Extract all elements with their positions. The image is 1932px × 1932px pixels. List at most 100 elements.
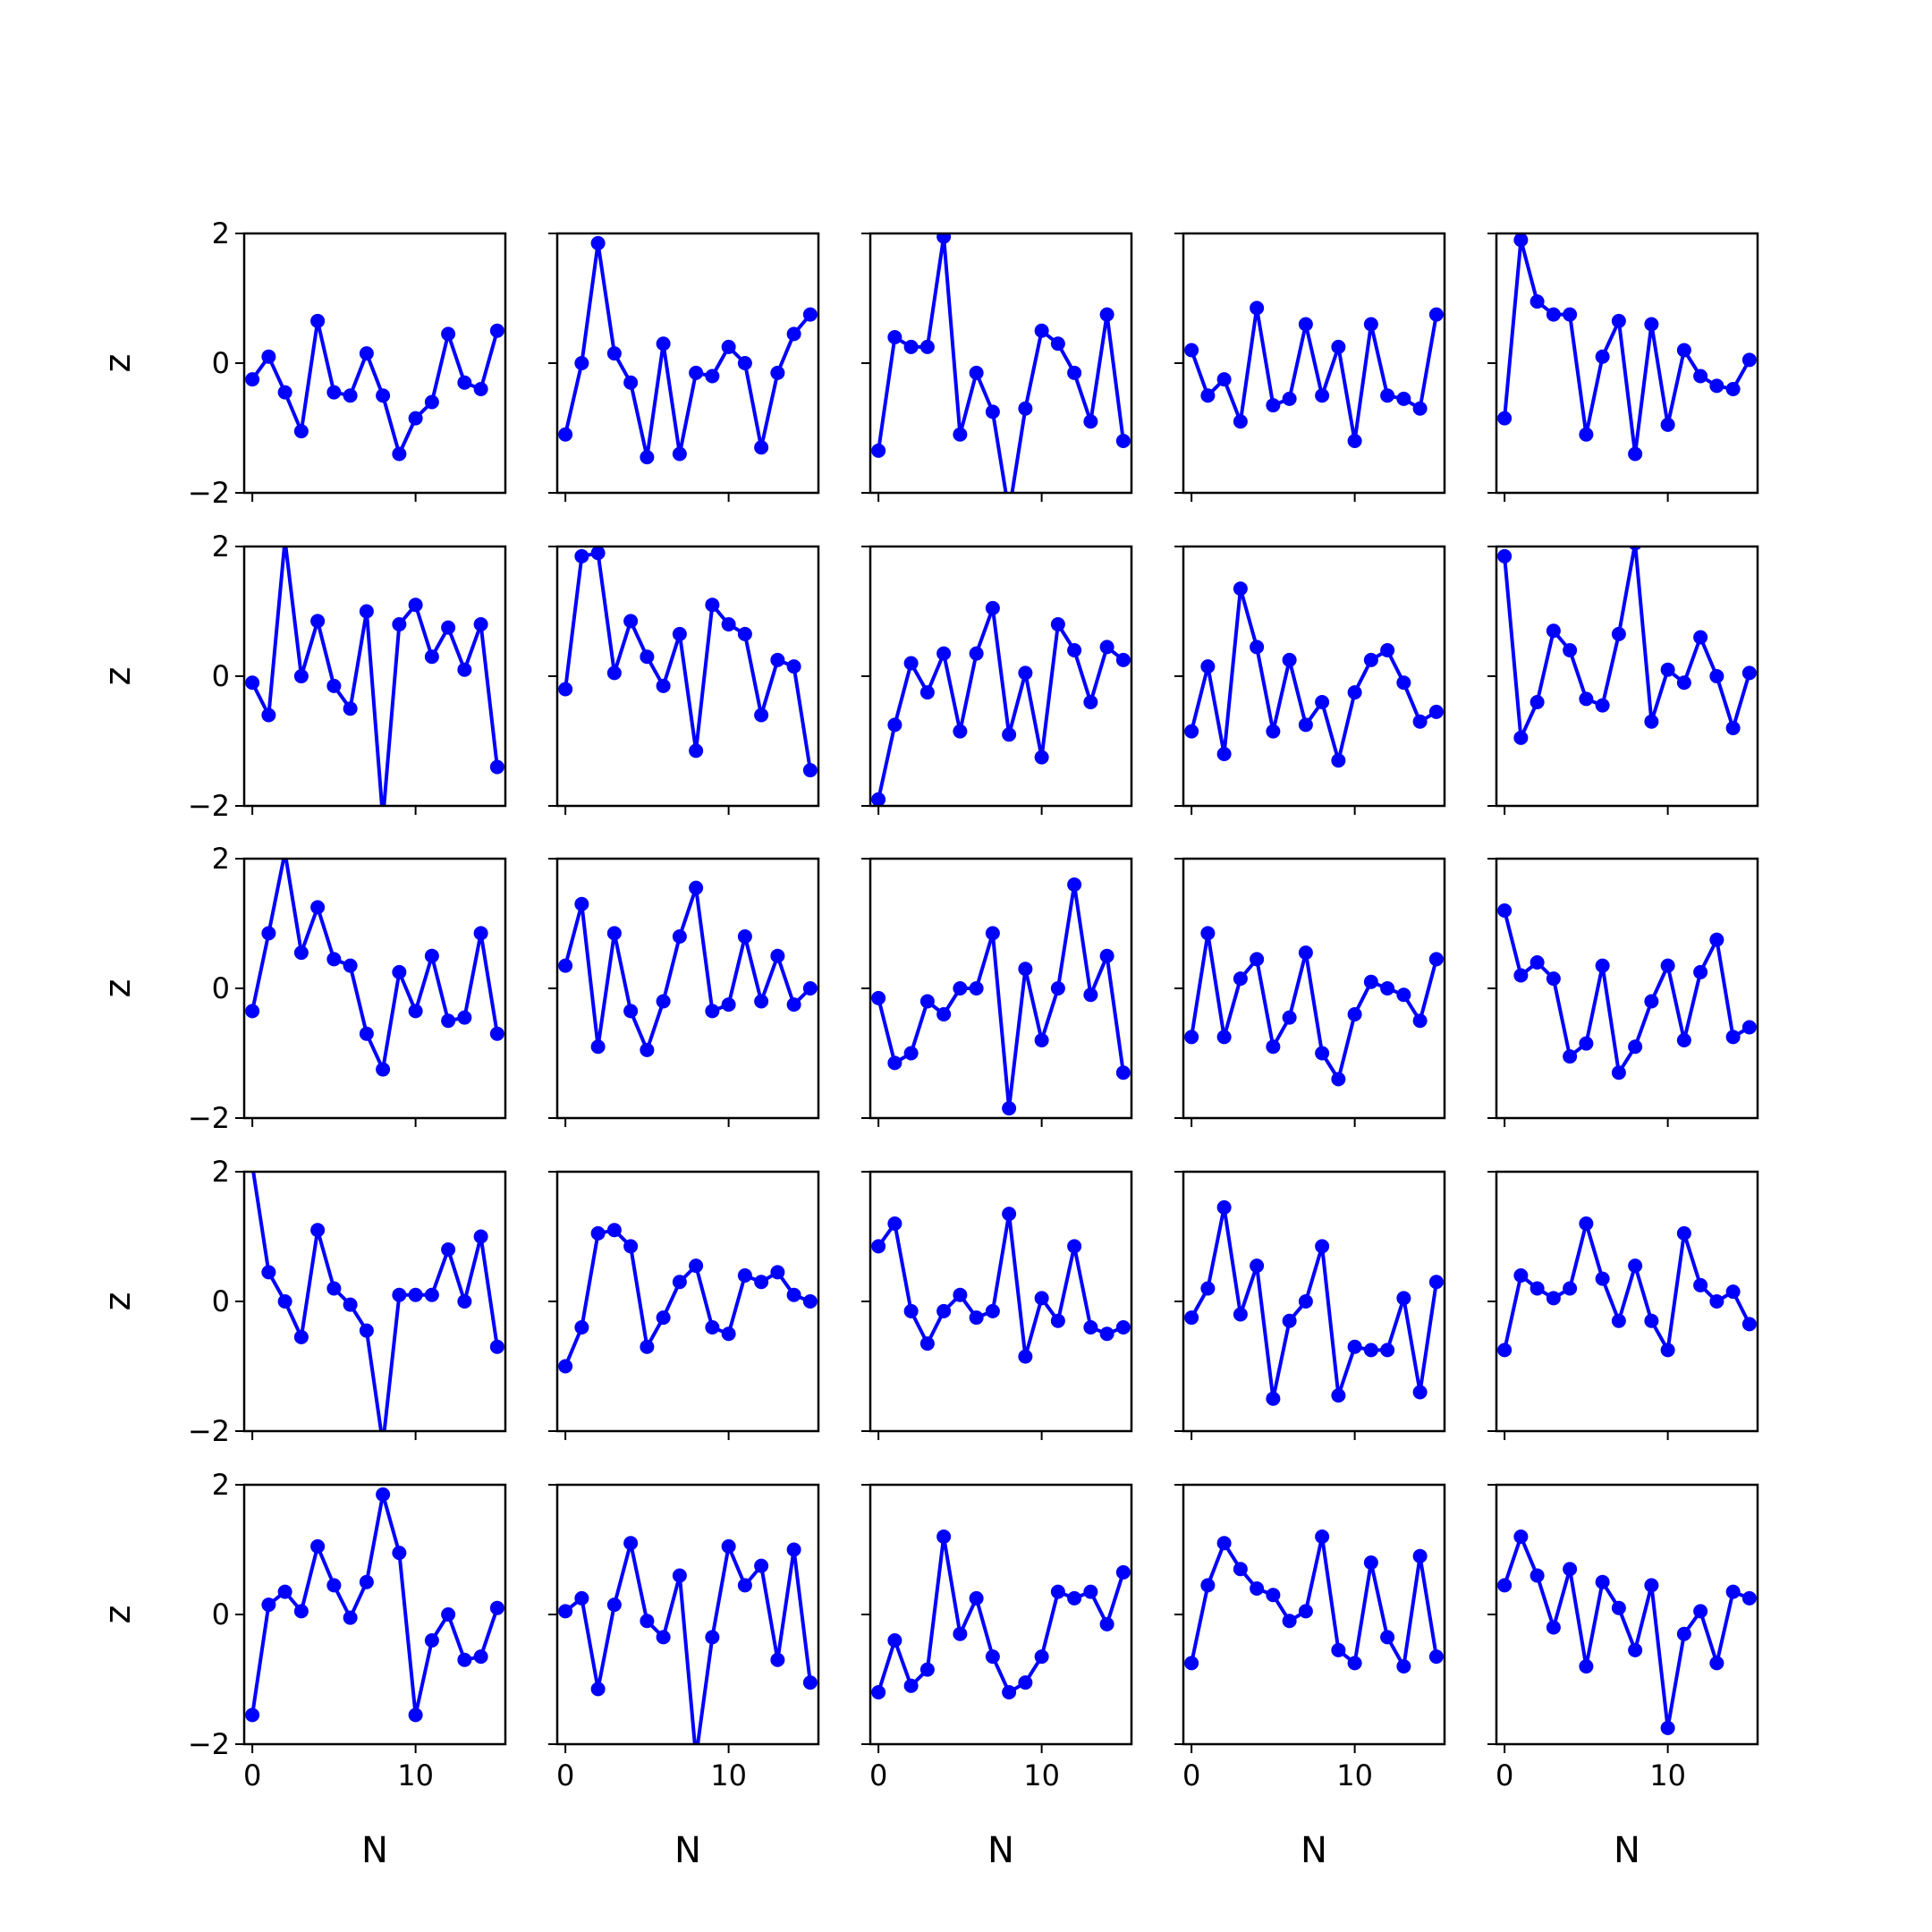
data-point bbox=[310, 1223, 326, 1238]
axes-frame bbox=[555, 545, 820, 808]
data-point bbox=[936, 233, 952, 244]
data-point bbox=[1331, 339, 1346, 354]
series-group bbox=[1184, 926, 1444, 1087]
data-point bbox=[903, 1046, 919, 1061]
data-point bbox=[1693, 964, 1708, 979]
axes-frame bbox=[555, 857, 820, 1120]
data-point bbox=[293, 1329, 309, 1344]
y-axis-label: z bbox=[97, 354, 139, 373]
data-point bbox=[1709, 932, 1724, 947]
subplot-r2-c0: −2 0 2 z bbox=[97, 842, 507, 1135]
data-point bbox=[1250, 301, 1265, 316]
series-group bbox=[871, 1207, 1131, 1364]
data-point bbox=[936, 646, 952, 661]
data-point bbox=[903, 1303, 919, 1318]
data-point bbox=[408, 1004, 423, 1019]
data-point bbox=[737, 1268, 752, 1283]
series-group bbox=[871, 600, 1131, 806]
data-point bbox=[1216, 1536, 1232, 1551]
series-line bbox=[564, 886, 812, 1052]
data-point bbox=[887, 1216, 902, 1231]
data-point bbox=[1428, 1275, 1444, 1290]
data-point bbox=[919, 1662, 935, 1677]
y-tick-label: −2 bbox=[188, 476, 230, 510]
data-point bbox=[1628, 547, 1642, 551]
y-tick-label: −2 bbox=[188, 1101, 230, 1135]
data-point bbox=[903, 1678, 919, 1693]
y-tick-label: 0 bbox=[212, 971, 230, 1005]
data-point bbox=[969, 1310, 984, 1326]
data-point bbox=[903, 656, 919, 671]
data-point bbox=[1216, 747, 1232, 761]
data-point bbox=[1497, 1578, 1513, 1593]
data-point bbox=[786, 659, 801, 674]
data-point bbox=[261, 349, 276, 364]
data-point bbox=[1741, 1590, 1757, 1606]
data-point bbox=[1347, 434, 1362, 448]
data-point bbox=[359, 346, 374, 361]
x-axis-label: N bbox=[674, 1830, 701, 1871]
data-point bbox=[770, 652, 785, 667]
subplot-r2-c4 bbox=[1487, 857, 1759, 1127]
data-point bbox=[903, 339, 919, 354]
data-point bbox=[1250, 952, 1265, 967]
series-line bbox=[1190, 306, 1438, 443]
data-point bbox=[606, 926, 622, 941]
data-point bbox=[574, 356, 589, 370]
data-point bbox=[326, 1281, 342, 1296]
data-point bbox=[672, 929, 687, 944]
data-point bbox=[623, 1004, 639, 1019]
data-point bbox=[1298, 317, 1313, 332]
data-point bbox=[1315, 695, 1330, 709]
data-point bbox=[689, 1750, 703, 1765]
data-point bbox=[1644, 714, 1659, 729]
axes-frame bbox=[1495, 1483, 1759, 1746]
data-point bbox=[1660, 1720, 1675, 1735]
data-point bbox=[802, 307, 818, 322]
data-point bbox=[1282, 1010, 1297, 1025]
series-group bbox=[871, 233, 1131, 520]
data-point bbox=[1018, 1349, 1033, 1364]
data-point bbox=[1741, 1020, 1757, 1035]
data-point bbox=[1380, 981, 1395, 996]
series-line bbox=[1190, 1205, 1438, 1401]
x-tick-label: 10 bbox=[1649, 1758, 1686, 1792]
data-point bbox=[1530, 695, 1545, 709]
data-point bbox=[1660, 417, 1675, 432]
data-point bbox=[1216, 1030, 1232, 1045]
data-point bbox=[871, 792, 886, 806]
data-point bbox=[441, 1242, 456, 1257]
data-point bbox=[1513, 730, 1529, 745]
data-point bbox=[1363, 317, 1378, 332]
data-point bbox=[1611, 313, 1626, 328]
subplot-r3-c0: −2 0 2 z bbox=[97, 1155, 507, 1448]
data-point bbox=[1741, 352, 1757, 368]
x-tick-label: 0 bbox=[243, 1758, 261, 1792]
data-point bbox=[1266, 1391, 1281, 1406]
x-tick-label: 0 bbox=[869, 1758, 887, 1792]
data-point bbox=[1050, 617, 1065, 631]
data-point bbox=[489, 1026, 504, 1041]
series-line bbox=[564, 1228, 812, 1368]
data-point bbox=[1099, 1326, 1114, 1342]
y-axis-label: z bbox=[97, 979, 139, 998]
data-point bbox=[640, 450, 655, 465]
data-point bbox=[1709, 669, 1724, 683]
subplot-r0-c4 bbox=[1487, 232, 1759, 502]
series-line bbox=[1190, 1535, 1438, 1668]
data-point bbox=[1002, 505, 1016, 520]
data-point bbox=[1233, 1562, 1248, 1577]
data-point bbox=[887, 1055, 902, 1071]
data-point bbox=[1347, 685, 1362, 700]
data-point bbox=[985, 926, 1000, 941]
data-point bbox=[457, 1294, 472, 1309]
data-point bbox=[640, 649, 655, 665]
data-point bbox=[737, 1578, 752, 1593]
data-point bbox=[473, 382, 488, 396]
y-tick-label: 2 bbox=[212, 216, 230, 250]
data-point bbox=[1709, 1656, 1724, 1671]
data-point bbox=[1331, 1072, 1346, 1087]
data-point bbox=[1725, 721, 1741, 735]
data-point bbox=[392, 1546, 407, 1561]
data-point bbox=[1380, 643, 1395, 657]
